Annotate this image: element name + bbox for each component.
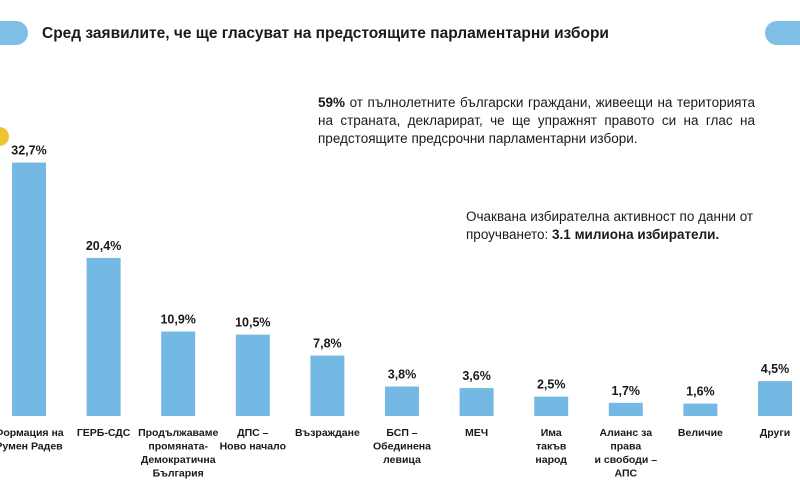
turnout-note: 59% от пълнолетните български граждани, … <box>318 94 755 148</box>
bar-0 <box>12 162 46 416</box>
decorative-pill-left <box>0 21 28 45</box>
value-label-8: 1,7% <box>612 384 641 398</box>
expected-turnout-note: Очаквана избирателна активност по данни … <box>466 208 756 244</box>
category-label-4: Възраждане <box>295 427 360 439</box>
bar-9 <box>683 403 718 416</box>
bar-5 <box>385 386 419 416</box>
category-label-3: ДПС – Ново начало <box>220 427 286 453</box>
category-label-6: МЕЧ <box>465 427 488 439</box>
category-label-0: Формация на Румен Радев <box>0 427 64 453</box>
value-label-0: 32,7% <box>11 144 46 158</box>
value-label-6: 3,6% <box>462 369 491 383</box>
value-label-5: 3,8% <box>388 368 417 382</box>
category-label-1: ГЕРБ-СДС <box>77 427 131 439</box>
bar-7 <box>534 396 569 416</box>
value-label-4: 7,8% <box>313 337 342 351</box>
decorative-pill-right <box>765 21 800 45</box>
bar-10 <box>758 381 792 416</box>
category-label-2: Продължаваме промяната-Демократична Българ… <box>138 427 218 480</box>
turnout-text: от пълнолетните български граждани, живе… <box>318 95 755 146</box>
bar-4 <box>310 355 345 416</box>
value-label-1: 20,4% <box>86 239 121 253</box>
value-label-3: 10,5% <box>235 316 270 330</box>
category-label-7: Има такъв народ <box>535 427 567 466</box>
value-label-9: 1,6% <box>686 385 715 399</box>
bar-6 <box>459 388 494 416</box>
bar-1 <box>86 257 121 416</box>
category-label-9: Величие <box>678 427 723 439</box>
value-label-7: 2,5% <box>537 378 566 392</box>
expected-text: Очаквана избирателна активност по данни … <box>466 209 754 242</box>
category-label-5: БСП – Обединена левица <box>373 427 431 466</box>
turnout-percent: 59% <box>318 95 346 110</box>
value-label-10: 4,5% <box>761 362 790 376</box>
category-label-10: Други <box>760 427 790 439</box>
category-label-8: Алианс за права и свободи – АПС <box>595 427 658 480</box>
expected-value: 3.1 милиона избиратели. <box>552 227 720 242</box>
decorative-dot <box>0 127 9 146</box>
bar-8 <box>608 402 643 416</box>
bar-3 <box>235 334 270 416</box>
bar-2 <box>161 331 196 416</box>
page-title: Сред заявилите, че ще гласуват на предст… <box>42 25 609 42</box>
value-label-2: 10,9% <box>160 313 195 327</box>
